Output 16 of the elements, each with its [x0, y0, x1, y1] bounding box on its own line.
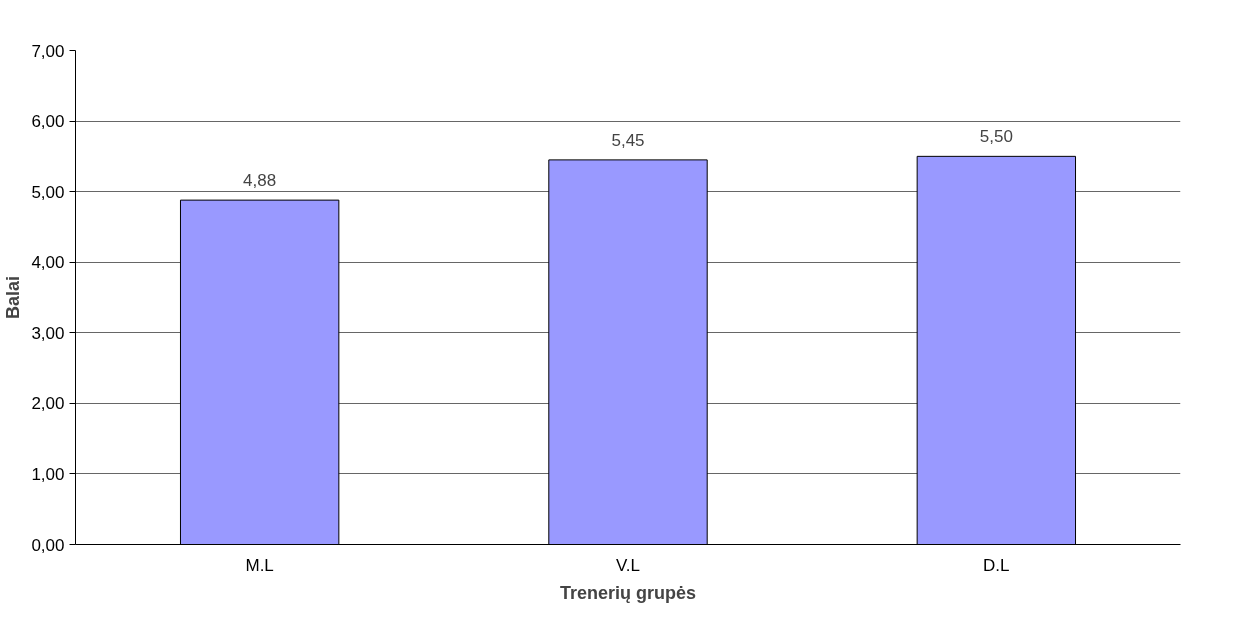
data-label: 4,88 — [243, 171, 277, 191]
y-tick-label: 1,00 — [31, 464, 65, 484]
x-tick-label: M.L — [245, 555, 274, 575]
x-tick-label: V.L — [616, 555, 640, 575]
y-tick-label: 3,00 — [31, 323, 65, 343]
y-tick-label: 6,00 — [31, 112, 65, 132]
y-tick-label: 0,00 — [31, 535, 65, 555]
y-tick-label: 4,00 — [31, 253, 65, 273]
y-axis-title: Balai — [3, 275, 24, 320]
y-tick-label: 7,00 — [31, 41, 65, 61]
x-axis-title: Trenerių grupės — [559, 582, 697, 603]
x-tick-label: D.L — [983, 555, 1010, 575]
y-tick-label: 5,00 — [31, 182, 65, 202]
data-label: 5,45 — [611, 130, 645, 150]
data-label: 5,50 — [979, 127, 1013, 147]
y-tick-label: 2,00 — [31, 394, 65, 414]
